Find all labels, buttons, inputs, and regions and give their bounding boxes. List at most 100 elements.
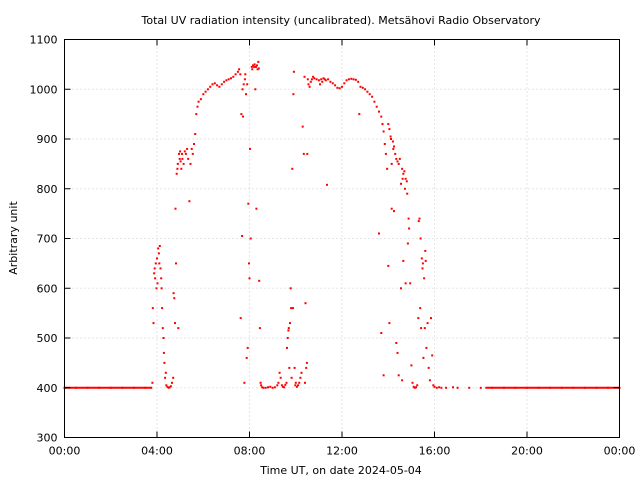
data-point [334, 84, 337, 87]
data-point [402, 259, 405, 262]
data-point [167, 386, 170, 389]
data-point [393, 145, 395, 148]
x-tick-label: 00:00 [49, 445, 81, 458]
data-point [243, 381, 246, 384]
data-point [184, 152, 187, 155]
data-point [416, 384, 419, 387]
data-point [396, 160, 399, 163]
data-point [387, 123, 390, 126]
data-point [406, 242, 409, 245]
data-point [396, 351, 399, 354]
data-point [336, 86, 339, 89]
data-point [401, 177, 404, 180]
data-point [267, 386, 269, 389]
data-point [422, 356, 425, 359]
data-point [176, 162, 179, 165]
data-point [401, 379, 404, 382]
data-point [343, 82, 346, 85]
data-point [317, 79, 320, 82]
data-point [249, 147, 251, 150]
x-tick-label: 04:00 [141, 445, 173, 458]
y-axis-label: Arbitrary unit [7, 201, 20, 275]
data-point [417, 220, 420, 223]
data-point [242, 115, 244, 118]
data-point [423, 327, 426, 330]
data-point [306, 78, 309, 81]
data-point [427, 366, 430, 369]
data-point [230, 77, 232, 80]
data-point [178, 157, 181, 160]
data-point [196, 105, 199, 108]
data-point [382, 130, 385, 133]
data-point [456, 386, 459, 389]
y-tick-label: 1100 [30, 34, 58, 47]
data-point [177, 327, 180, 330]
data-point [204, 90, 207, 93]
data-point [398, 157, 401, 160]
data-point [358, 113, 361, 116]
data-point [388, 128, 391, 131]
y-tick-label: 400 [37, 382, 58, 395]
data-point [188, 200, 191, 203]
data-point [258, 279, 261, 282]
data-point [406, 192, 409, 195]
data-point [255, 65, 257, 68]
data-point [400, 182, 402, 185]
data-point [194, 133, 197, 135]
data-point [269, 385, 272, 388]
data-point [393, 210, 395, 213]
y-axis-ticks: 300 400 500 600 700 800 900 1000 1100 [30, 34, 620, 445]
data-point [174, 322, 176, 325]
data-point [227, 78, 230, 81]
x-tick-label: 08:00 [234, 445, 266, 458]
data-point [308, 85, 311, 88]
data-point [320, 78, 323, 81]
data-point [322, 77, 325, 80]
data-point [287, 327, 290, 330]
data-point [368, 93, 371, 96]
data-point [468, 386, 471, 389]
data-point [350, 77, 353, 80]
data-point [161, 327, 164, 330]
data-point [253, 63, 256, 66]
data-point [397, 374, 400, 377]
data-point [402, 172, 405, 175]
data-point [256, 68, 259, 71]
data-point [252, 64, 254, 67]
data-point [153, 267, 156, 270]
data-point [244, 73, 247, 76]
data-point [359, 85, 362, 88]
x-axis-ticks: 00:00 04:00 08:00 12:00 16:00 20:00 00:00 [49, 39, 635, 458]
data-point [361, 86, 364, 89]
data-point [241, 88, 244, 91]
data-point [242, 83, 245, 86]
data-point [213, 82, 216, 85]
data-point [294, 384, 297, 387]
data-point [260, 384, 263, 387]
data-point [294, 381, 297, 384]
data-point [209, 85, 212, 88]
data-point [301, 125, 304, 128]
data-point [352, 78, 355, 81]
data-point [371, 95, 374, 98]
data-point [248, 277, 251, 280]
data-point [404, 177, 407, 180]
data-point [423, 277, 426, 280]
plot-frame [64, 39, 620, 438]
data-point [357, 80, 360, 83]
data-point [290, 307, 293, 310]
data-point [160, 277, 163, 280]
data-point [321, 80, 324, 83]
data-point [390, 138, 392, 140]
data-point [327, 78, 330, 81]
data-point [312, 75, 315, 78]
data-point [223, 80, 226, 83]
data-point [179, 150, 182, 153]
x-tick-label: 20:00 [511, 445, 543, 458]
data-point [154, 277, 157, 280]
data-point [259, 381, 262, 384]
data-point [169, 385, 172, 388]
chart-title: Total UV radiation intensity (uncalibrat… [141, 14, 541, 27]
data-point [397, 162, 400, 165]
data-point [347, 78, 350, 81]
